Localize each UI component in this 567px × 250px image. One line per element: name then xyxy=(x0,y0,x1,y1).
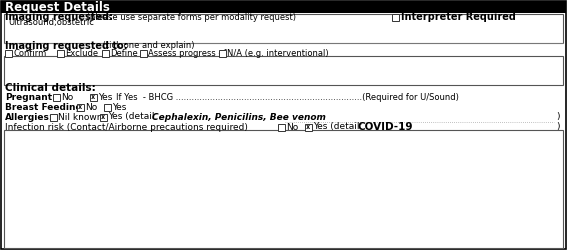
Text: Pregnant:: Pregnant: xyxy=(5,92,56,102)
Bar xyxy=(4,56,563,85)
Text: No: No xyxy=(61,92,73,102)
Text: Assess progress of: Assess progress of xyxy=(148,48,226,58)
Text: Exclude: Exclude xyxy=(65,48,98,58)
Text: ): ) xyxy=(556,112,560,122)
Text: No: No xyxy=(286,122,298,132)
Bar xyxy=(305,124,311,130)
Text: Yes: Yes xyxy=(98,92,112,102)
Bar xyxy=(57,50,64,56)
Text: Yes: Yes xyxy=(112,102,126,112)
Text: x: x xyxy=(306,124,310,130)
Bar xyxy=(140,50,146,56)
Text: (tick one and explain): (tick one and explain) xyxy=(100,42,194,50)
Text: Yes (detail:: Yes (detail: xyxy=(313,122,362,132)
Bar xyxy=(219,50,226,56)
Text: Confirm: Confirm xyxy=(13,48,46,58)
Text: COVID-19: COVID-19 xyxy=(357,122,413,132)
Text: Yes (detail:: Yes (detail: xyxy=(108,112,158,122)
Text: If Yes  - BHCG .................................................................: If Yes - BHCG ..........................… xyxy=(116,92,459,102)
Bar xyxy=(1,1,566,13)
Bar xyxy=(102,50,108,56)
Bar xyxy=(104,104,111,110)
Text: Ultrasound;obstetric: Ultrasound;obstetric xyxy=(8,18,94,27)
Bar xyxy=(100,114,107,120)
Text: Infection risk (Contact/Airborne precautions required): Infection risk (Contact/Airborne precaut… xyxy=(5,122,248,132)
Text: (please use separate forms per modality request): (please use separate forms per modality … xyxy=(84,12,296,22)
Text: Nil known: Nil known xyxy=(58,112,103,122)
Bar xyxy=(53,94,60,100)
Text: Breast Feeding:: Breast Feeding: xyxy=(5,102,86,112)
Text: Interpreter Required: Interpreter Required xyxy=(401,12,516,22)
Text: x: x xyxy=(101,114,105,120)
Text: No: No xyxy=(85,102,98,112)
Text: Imaging requested to:: Imaging requested to: xyxy=(5,41,128,51)
Text: N/A (e.g. interventional): N/A (e.g. interventional) xyxy=(227,48,329,58)
Bar xyxy=(90,94,96,100)
Text: Cephalexin, Penicilins, Bee venom: Cephalexin, Penicilins, Bee venom xyxy=(152,112,326,122)
Bar xyxy=(392,14,399,21)
Text: Define: Define xyxy=(110,48,138,58)
Text: Clinical details:: Clinical details: xyxy=(5,83,96,93)
Bar xyxy=(4,130,563,248)
Text: Request Details: Request Details xyxy=(5,0,110,14)
Bar xyxy=(50,114,57,120)
Bar xyxy=(5,50,11,56)
Text: Imaging requested:: Imaging requested: xyxy=(5,12,113,22)
Text: x: x xyxy=(78,104,82,110)
Text: Allergies:: Allergies: xyxy=(5,112,53,122)
Text: ): ) xyxy=(556,122,560,132)
Bar xyxy=(278,124,285,130)
Bar xyxy=(4,14,563,43)
Bar xyxy=(77,104,83,110)
Text: x: x xyxy=(91,94,95,100)
